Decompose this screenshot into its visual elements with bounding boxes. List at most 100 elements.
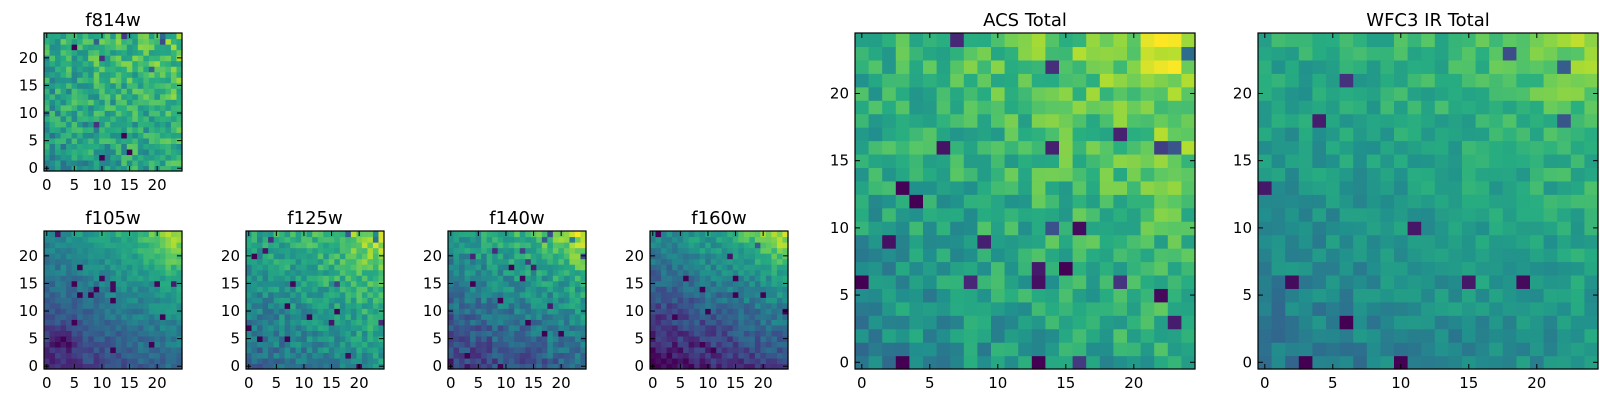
heatmap-cell [82, 286, 89, 293]
heatmap-cell [1167, 355, 1182, 370]
heatmap-cell [1140, 46, 1155, 61]
heatmap-cell [530, 346, 537, 354]
heatmap-cell [49, 66, 56, 73]
heatmap-cell [721, 275, 728, 282]
heatmap-cell [143, 82, 150, 89]
heatmap-cell [1326, 140, 1341, 155]
heatmap-cell [1584, 355, 1599, 370]
heatmap-cell [268, 247, 275, 254]
heatmap-cell [1353, 234, 1368, 249]
heatmap-cell [55, 77, 62, 84]
heatmap-cell [672, 335, 679, 342]
heatmap-cell [1298, 221, 1313, 236]
heatmap-cell [1127, 127, 1142, 142]
heatmap-cell [273, 330, 280, 337]
heatmap-cell [1366, 221, 1381, 236]
heatmap-cell [60, 269, 67, 276]
heatmap-cell [1004, 153, 1019, 168]
heatmap-cell [530, 253, 537, 260]
heatmap-cell [765, 269, 773, 276]
heatmap-cell [776, 313, 784, 320]
heatmap-cell [661, 231, 668, 238]
heatmap-cell [1502, 33, 1517, 48]
heatmap-cell [1298, 301, 1313, 316]
heatmap-cell [936, 342, 951, 357]
heatmap-cell [1127, 33, 1142, 48]
heatmap-cell [1353, 86, 1368, 101]
heatmap-cell [110, 132, 117, 139]
heatmap-cell [71, 291, 78, 298]
heatmap-cell [132, 71, 139, 78]
heatmap-cell [760, 253, 767, 260]
heatmap-cell [126, 137, 133, 144]
heatmap-cell [760, 313, 767, 320]
heatmap-cell [1258, 274, 1273, 289]
heatmap-cell [705, 264, 712, 271]
heatmap-cell [334, 269, 341, 276]
heatmap-cell [1448, 86, 1463, 101]
heatmap-cell [361, 363, 369, 370]
heatmap-cell [536, 319, 543, 326]
heatmap-cell [60, 247, 67, 254]
heatmap-cell [448, 330, 455, 337]
heatmap-cell [328, 247, 335, 254]
heatmap-cell [345, 280, 352, 287]
heatmap-cell [1339, 113, 1354, 128]
heatmap-cell [710, 291, 717, 298]
heatmap-cell [475, 286, 482, 293]
heatmap-cell [334, 297, 341, 304]
heatmap-cell [1154, 342, 1169, 357]
heatmap-cell [82, 82, 89, 89]
heatmap-cell [367, 291, 374, 298]
heatmap-cell [121, 110, 128, 117]
heatmap-cell [525, 242, 532, 249]
heatmap-cell [530, 335, 537, 342]
heatmap-cell [110, 121, 117, 128]
heatmap-cell [290, 330, 297, 337]
heatmap-cell [1502, 46, 1517, 61]
heatmap-cell [470, 258, 477, 265]
heatmap-cell [519, 297, 526, 304]
heatmap-cell [378, 286, 385, 293]
heatmap-cell [148, 297, 155, 304]
heatmap-cell [1584, 180, 1599, 195]
heatmap-cell [110, 82, 117, 89]
heatmap-cell [334, 346, 341, 354]
heatmap-cell [1285, 301, 1300, 316]
heatmap-cell [1312, 274, 1327, 289]
heatmap-cell [246, 341, 253, 348]
heatmap-cell [710, 236, 717, 243]
heatmap-cell [650, 258, 657, 265]
heatmap-cell [1339, 33, 1354, 48]
heatmap-cell [93, 302, 100, 309]
heatmap-cell [655, 264, 662, 271]
heatmap-cell [1448, 328, 1463, 343]
heatmap-cell [1031, 140, 1046, 155]
heatmap-cell [672, 231, 679, 238]
heatmap-cell [1113, 288, 1128, 303]
heatmap-cell [1258, 127, 1273, 142]
heatmap-cell [295, 341, 302, 348]
heatmap-cell [1258, 355, 1273, 370]
heatmap-cell [246, 319, 253, 326]
heatmap-cell [855, 194, 870, 209]
heatmap-cell [339, 335, 346, 342]
heatmap-cell [552, 286, 559, 293]
heatmap-cell [727, 335, 734, 342]
heatmap-cell [492, 319, 499, 326]
heatmap-cell [159, 137, 167, 144]
heatmap-cell [301, 253, 308, 260]
heatmap-cell [273, 242, 280, 249]
heatmap-cell [350, 319, 357, 326]
heatmap-cell [950, 288, 965, 303]
heatmap-cell [749, 330, 756, 337]
heatmap-cell [547, 308, 554, 315]
heatmap-cell [448, 357, 455, 365]
heatmap-cell [481, 352, 488, 359]
heatmap-cell [1072, 46, 1087, 61]
heatmap-cell [257, 335, 264, 342]
heatmap-cell [99, 258, 106, 265]
x-tick-label: 15 [120, 176, 139, 194]
y-tick-label: 15 [19, 274, 38, 292]
heatmap-cell [650, 319, 657, 326]
